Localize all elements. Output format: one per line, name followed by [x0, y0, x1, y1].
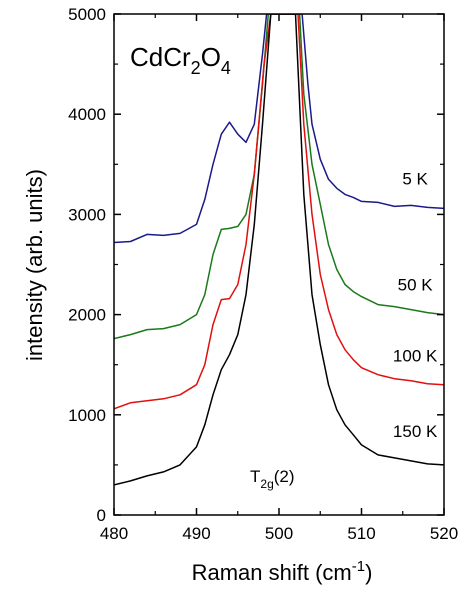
y-tick-label-4: 4000 — [68, 105, 106, 124]
series-label-0: 5 K — [402, 169, 428, 188]
compound-label: CdCr2O4 — [130, 42, 231, 78]
x-tick-label-1: 490 — [182, 524, 210, 543]
y-tick-label-5: 5000 — [68, 5, 106, 24]
x-tick-label-2: 500 — [265, 524, 293, 543]
y-tick-label-3: 3000 — [68, 205, 106, 224]
y-tick-label-2: 2000 — [68, 306, 106, 325]
series-label-1: 50 K — [398, 276, 434, 295]
x-axis-title: Raman shift (cm-1) — [192, 558, 373, 585]
y-tick-label-1: 1000 — [68, 406, 106, 425]
ticks-layer — [113, 13, 445, 516]
x-tick-label-4: 520 — [430, 524, 458, 543]
series-line-1 — [114, 14, 444, 340]
series-label-2: 100 K — [393, 347, 438, 366]
series-line-3 — [114, 14, 444, 486]
x-tick-label-3: 510 — [347, 524, 375, 543]
series-line-2 — [114, 14, 444, 410]
series-layer — [114, 14, 444, 486]
y-axis-title: intensity (arb. units) — [22, 169, 47, 361]
series-line-0 — [114, 14, 444, 244]
series-label-3: 150 K — [393, 422, 438, 441]
y-tick-label-0: 0 — [97, 506, 106, 525]
labels-layer: 480 490 500 510 520 0 1000 2000 3000 4000 5000 5 K 5… — [68, 5, 458, 543]
x-tick-label-0: 480 — [100, 524, 128, 543]
mode-label: T2g(2) — [250, 467, 295, 491]
